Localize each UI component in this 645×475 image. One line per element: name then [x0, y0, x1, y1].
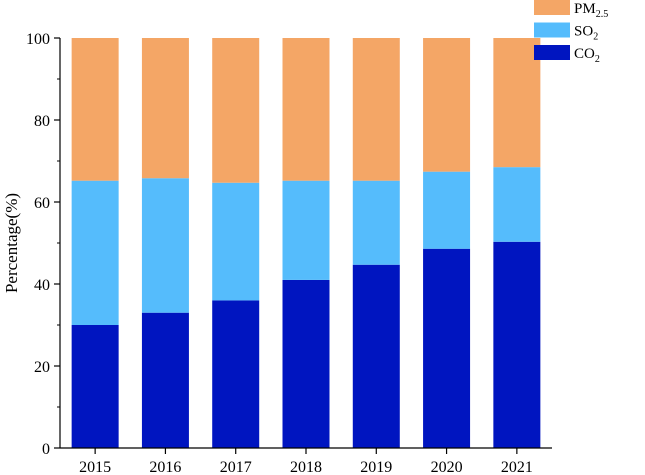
y-ticks: 0 20 40 60 80 100: [26, 31, 60, 458]
x-tick-label-2018: 2018: [290, 459, 322, 475]
y-tick-label: 80: [34, 113, 50, 130]
x-tick-label-2021: 2021: [501, 459, 533, 475]
legend-swatch: [534, 22, 570, 38]
y-tick-label: 100: [26, 31, 50, 48]
legend-label: CO2: [574, 46, 600, 65]
bar-2019-series-1: [352, 180, 400, 265]
bar-2020-series-0: [423, 248, 471, 448]
y-tick-label: 0: [42, 441, 50, 458]
legend-swatch: [534, 45, 570, 60]
y-tick-label: 20: [34, 359, 50, 376]
bar-2020-series-2: [423, 38, 471, 172]
bar-2018-series-2: [282, 38, 330, 181]
legend-swatch: [534, 0, 570, 15]
legend-label: PM2.5: [574, 1, 608, 20]
y-tick-label: 60: [34, 195, 50, 212]
x-tick-label-2017: 2017: [220, 459, 252, 475]
x-tick-label-2019: 2019: [360, 459, 392, 475]
bar-2021-series-0: [493, 241, 541, 448]
bar-2017-series-0: [212, 300, 260, 448]
bar-2015-series-2: [71, 38, 119, 181]
bar-2015-series-0: [71, 325, 119, 448]
bar-2019-series-2: [352, 38, 400, 181]
bar-2018-series-1: [282, 180, 330, 280]
bar-2021-series-2: [493, 38, 541, 168]
x-tick-label-2020: 2020: [431, 459, 463, 475]
bar-2016-series-2: [141, 38, 189, 179]
y-tick-label: 40: [34, 277, 50, 294]
y-axis-label: Percentage(%): [2, 193, 21, 293]
bar-2021-series-1: [493, 167, 541, 242]
bar-2017-series-2: [212, 38, 260, 183]
bar-2017-series-1: [212, 182, 260, 301]
bar-2018-series-0: [282, 279, 330, 448]
x-tick-label-2015: 2015: [79, 459, 111, 475]
legend: PM2.5 SO2 CO2: [534, 0, 608, 65]
bars-layer: [71, 38, 541, 448]
x-tick-label-2016: 2016: [149, 459, 181, 475]
bar-2016-series-0: [141, 312, 189, 448]
legend-label: SO2: [574, 24, 598, 43]
bar-2020-series-1: [423, 171, 471, 249]
bar-2016-series-1: [141, 178, 189, 313]
x-ticks: 2015 2016 2017 2018 2019 2020 2021: [79, 448, 533, 475]
bar-2015-series-1: [71, 180, 119, 325]
bar-2019-series-0: [352, 264, 400, 448]
